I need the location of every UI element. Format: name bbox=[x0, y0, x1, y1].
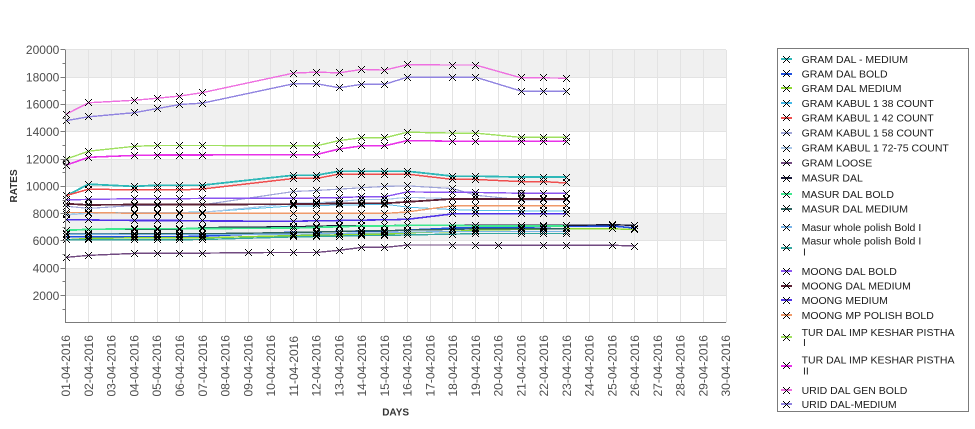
svg-text:GRAM KABUL 1 58 COUNT: GRAM KABUL 1 58 COUNT bbox=[802, 128, 935, 140]
svg-text:TUR DAL IMP KESHAR PISTHA: TUR DAL IMP KESHAR PISTHA bbox=[802, 354, 955, 366]
svg-text:24-04-2016: 24-04-2016 bbox=[583, 335, 597, 397]
svg-text:12-04-2016: 12-04-2016 bbox=[310, 335, 324, 397]
svg-text:GRAM LOOSE: GRAM LOOSE bbox=[802, 158, 873, 170]
svg-text:MOONG MP POLISH BOLD: MOONG MP POLISH BOLD bbox=[802, 310, 935, 322]
svg-text:URID DAL GEN BOLD: URID DAL GEN BOLD bbox=[802, 385, 908, 397]
svg-text:02-04-2016: 02-04-2016 bbox=[82, 335, 96, 397]
svg-text:01-04-2016: 01-04-2016 bbox=[59, 335, 73, 397]
svg-text:GRAM DAL BOLD: GRAM DAL BOLD bbox=[802, 69, 888, 81]
svg-text:10-04-2016: 10-04-2016 bbox=[264, 335, 278, 397]
svg-text:MASUR DAL: MASUR DAL bbox=[802, 173, 863, 185]
svg-text:2000: 2000 bbox=[33, 289, 60, 303]
svg-text:TUR DAL IMP KESHAR PISTHA: TUR DAL IMP KESHAR PISTHA bbox=[802, 327, 955, 339]
svg-text:23-04-2016: 23-04-2016 bbox=[560, 335, 574, 397]
svg-text:07-04-2016: 07-04-2016 bbox=[196, 335, 210, 397]
svg-text:I: I bbox=[803, 246, 806, 258]
svg-text:14000: 14000 bbox=[26, 125, 60, 139]
svg-text:MASUR DAL MEDIUM: MASUR DAL MEDIUM bbox=[802, 204, 908, 216]
svg-text:MOONG DAL BOLD: MOONG DAL BOLD bbox=[802, 266, 898, 278]
svg-text:09-04-2016: 09-04-2016 bbox=[241, 335, 255, 397]
svg-text:I: I bbox=[803, 337, 806, 349]
svg-text:4000: 4000 bbox=[33, 262, 60, 276]
svg-text:MOONG MEDIUM: MOONG MEDIUM bbox=[802, 295, 888, 307]
svg-text:06-04-2016: 06-04-2016 bbox=[173, 335, 187, 397]
svg-text:25-04-2016: 25-04-2016 bbox=[605, 335, 619, 397]
svg-text:03-04-2016: 03-04-2016 bbox=[105, 335, 119, 397]
svg-text:MASUR DAL BOLD: MASUR DAL BOLD bbox=[802, 189, 895, 201]
svg-text:6000: 6000 bbox=[33, 234, 60, 248]
svg-text:13-04-2016: 13-04-2016 bbox=[332, 335, 346, 397]
svg-text:DAYS: DAYS bbox=[382, 408, 409, 419]
svg-text:GRAM KABUL 1 42 COUNT: GRAM KABUL 1 42 COUNT bbox=[802, 113, 935, 125]
svg-text:18000: 18000 bbox=[26, 70, 60, 84]
svg-text:29-04-2016: 29-04-2016 bbox=[696, 335, 710, 397]
svg-text:URID DAL-MEDIUM: URID DAL-MEDIUM bbox=[802, 399, 897, 411]
svg-text:17-04-2016: 17-04-2016 bbox=[423, 335, 437, 397]
svg-text:26-04-2016: 26-04-2016 bbox=[628, 335, 642, 397]
svg-text:12000: 12000 bbox=[26, 152, 60, 166]
svg-text:19-04-2016: 19-04-2016 bbox=[469, 335, 483, 397]
svg-text:18-04-2016: 18-04-2016 bbox=[446, 335, 460, 397]
svg-text:Masur whole polish Bold I: Masur whole polish Bold I bbox=[802, 222, 922, 234]
svg-text:20-04-2016: 20-04-2016 bbox=[492, 335, 506, 397]
svg-text:Masur whole polish Bold I: Masur whole polish Bold I bbox=[802, 235, 922, 247]
svg-text:30-04-2016: 30-04-2016 bbox=[719, 335, 733, 397]
svg-text:08-04-2016: 08-04-2016 bbox=[219, 335, 233, 397]
svg-text:05-04-2016: 05-04-2016 bbox=[150, 335, 164, 397]
svg-text:GRAM KABUL 1 72-75 COUNT: GRAM KABUL 1 72-75 COUNT bbox=[802, 143, 950, 155]
svg-text:21-04-2016: 21-04-2016 bbox=[514, 335, 528, 397]
svg-text:II: II bbox=[803, 365, 809, 377]
svg-text:28-04-2016: 28-04-2016 bbox=[674, 335, 688, 397]
svg-text:GRAM KABUL 1 38 COUNT: GRAM KABUL 1 38 COUNT bbox=[802, 98, 935, 110]
svg-text:15-04-2016: 15-04-2016 bbox=[378, 335, 392, 397]
svg-text:16-04-2016: 16-04-2016 bbox=[401, 335, 415, 397]
svg-text:GRAM DAL - MEDIUM: GRAM DAL - MEDIUM bbox=[802, 54, 908, 66]
svg-text:11-04-2016: 11-04-2016 bbox=[287, 336, 301, 397]
svg-text:14-04-2016: 14-04-2016 bbox=[355, 335, 369, 397]
svg-text:8000: 8000 bbox=[33, 207, 60, 221]
svg-text:20000: 20000 bbox=[26, 43, 60, 57]
svg-text:22-04-2016: 22-04-2016 bbox=[537, 335, 551, 397]
svg-text:MOONG DAL MEDIUM: MOONG DAL MEDIUM bbox=[802, 281, 911, 293]
svg-text:27-04-2016: 27-04-2016 bbox=[651, 335, 665, 397]
svg-text:10000: 10000 bbox=[26, 180, 60, 194]
svg-text:GRAM DAL MEDIUM: GRAM DAL MEDIUM bbox=[802, 83, 902, 95]
svg-text:RATES: RATES bbox=[9, 169, 20, 202]
svg-text:04-04-2016: 04-04-2016 bbox=[127, 335, 141, 397]
svg-text:16000: 16000 bbox=[26, 98, 60, 112]
